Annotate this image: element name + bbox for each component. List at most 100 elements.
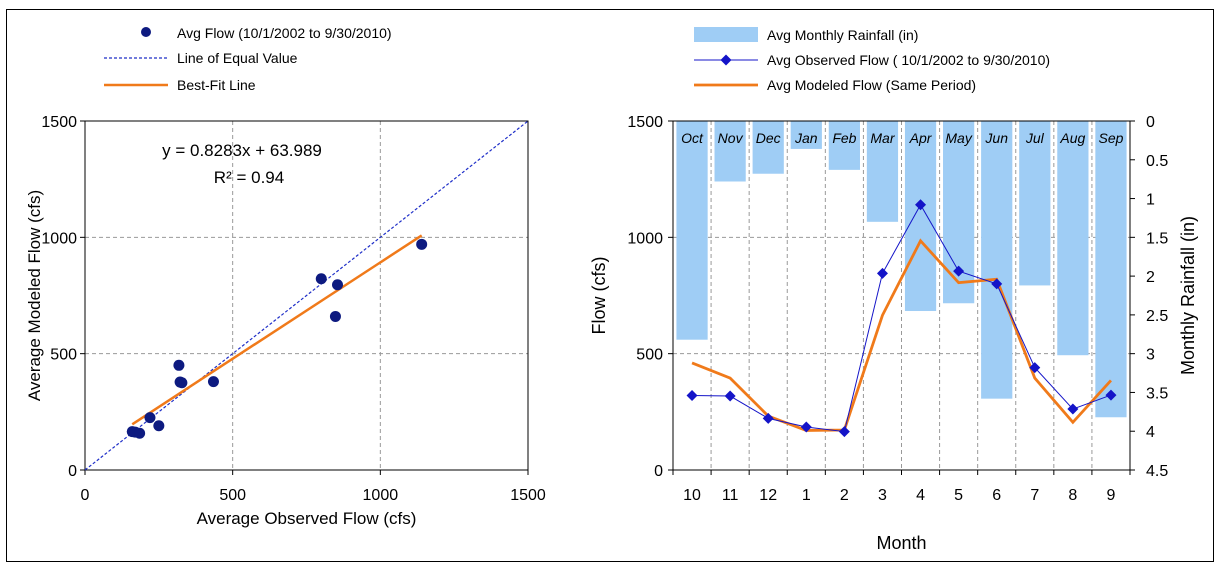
y2-tick-label: 1.5 (1146, 230, 1168, 247)
x-tick-label: 1000 (363, 487, 399, 504)
month-label: Oct (681, 130, 704, 146)
y2-tick-label: 1 (1146, 192, 1155, 209)
month-label: Aug (1059, 130, 1085, 146)
r-squared-label: R² = 0.94 (214, 168, 284, 187)
y-tick-label: 1000 (41, 230, 77, 247)
y-tick-label: 0 (68, 463, 77, 480)
x-axis-title: Month (876, 533, 926, 553)
legend-dot-symbol (141, 27, 151, 37)
x-tick-label: 3 (878, 487, 887, 504)
observed-flow-point (686, 390, 698, 402)
x-tick-label: 12 (759, 487, 777, 504)
observed-flow-point (800, 421, 812, 433)
best-fit-line (131, 234, 423, 426)
rainfall-bar (752, 121, 784, 174)
observed-flow-point (1105, 389, 1117, 401)
legend-label: Avg Modeled Flow (Same Period) (767, 77, 976, 93)
observed-flow-point (762, 412, 774, 424)
observed-flow-line (692, 203, 1112, 433)
y-axis-title: Flow (cfs) (589, 257, 609, 335)
monthly-chart: Oct Nov Dec Jan Feb Mar Apr May Jun Jul Aug Sep0500… (589, 27, 1198, 553)
y2-tick-label: 4 (1146, 424, 1155, 441)
x-tick-label: 8 (1068, 487, 1077, 504)
y2-tick-label: 3.5 (1146, 385, 1168, 402)
month-label: Nov (718, 130, 744, 146)
rainfall-bar (676, 121, 708, 340)
data-point (176, 377, 188, 389)
legend-label: Avg Observed Flow ( 10/1/2002 to 9/30/20… (767, 52, 1050, 68)
observed-flow-point (953, 265, 965, 277)
x-tick-label: 500 (219, 487, 246, 504)
data-point (173, 359, 185, 371)
x-tick-label: 0 (81, 487, 90, 504)
y-tick-label: 1500 (41, 114, 77, 131)
data-point (144, 412, 156, 424)
data-point (416, 238, 428, 250)
y-tick-label: 1500 (627, 114, 663, 131)
y2-axis-title: Monthly Rainfall (in) (1178, 216, 1198, 375)
x-tick-label: 5 (954, 487, 963, 504)
x-tick-label: 9 (1107, 487, 1116, 504)
y2-tick-label: 0 (1146, 114, 1155, 131)
trendline-equation: y = 0.8283x + 63.989 (162, 141, 322, 160)
legend-label: Avg Flow (10/1/2002 to 9/30/2010) (177, 25, 392, 41)
scatter-chart: 0 500 1000 1500 0 500 1000 1500 Average Observed… (25, 25, 546, 528)
x-tick-label: 2 (840, 487, 849, 504)
scatter-legend: Avg Flow (10/1/2002 to 9/30/2010) Line of… (104, 25, 392, 93)
x-tick-label: 1 (802, 487, 811, 504)
y-tick-label: 500 (50, 347, 77, 364)
y-tick-label: 500 (636, 347, 663, 364)
month-label: Jun (984, 130, 1008, 146)
data-point (153, 420, 165, 432)
month-label: Apr (909, 130, 933, 146)
observed-flow-point (991, 278, 1003, 290)
rainfall-bar (904, 121, 937, 312)
data-point (332, 279, 344, 291)
y2-tick-label: 2 (1146, 269, 1155, 286)
observed-flow-point (1067, 403, 1079, 415)
data-point (207, 376, 219, 388)
x-tick-label: 7 (1030, 487, 1039, 504)
rainfall-bar (981, 121, 1013, 399)
observed-flow-point (838, 426, 850, 438)
x-tick-label: 10 (683, 487, 701, 504)
rainfall-bar (1057, 121, 1089, 356)
y-tick-label: 0 (654, 463, 663, 480)
rainfall-bar (1095, 121, 1127, 418)
month-label: Dec (756, 130, 781, 146)
x-tick-label: 4 (916, 487, 925, 504)
month-label: Jan (794, 130, 818, 146)
legend-label: Line of Equal Value (177, 50, 298, 66)
y2-tick-label: 0.5 (1146, 153, 1168, 170)
legend-label: Best-Fit Line (177, 77, 256, 93)
legend-label: Avg Monthly Rainfall (in) (767, 27, 918, 43)
rainfall-bar (1019, 121, 1051, 286)
observed-flow-point (724, 390, 736, 402)
x-tick-label: 11 (722, 487, 739, 504)
observed-flow-point (915, 199, 927, 211)
x-axis-title: Average Observed Flow (cfs) (197, 509, 417, 528)
modeled-flow-line (691, 238, 1112, 432)
y2-tick-label: 2.5 (1146, 308, 1168, 325)
observed-flow-point (876, 267, 888, 279)
data-point (315, 273, 327, 285)
data-point (134, 427, 146, 439)
month-label: Sep (1098, 130, 1123, 146)
month-label: May (945, 130, 972, 146)
legend-bar-symbol (694, 27, 758, 42)
y-axis-title: Average Modeled Flow (cfs) (25, 190, 44, 401)
y2-tick-label: 4.5 (1146, 463, 1168, 480)
monthly-legend: Avg Monthly Rainfall (in) Avg Observed Fl… (694, 27, 1050, 93)
month-label: Mar (870, 130, 895, 146)
rainfall-bar (714, 121, 746, 182)
figure-frame (6, 9, 1214, 562)
y2-tick-label: 3 (1146, 347, 1155, 364)
month-label: Jul (1025, 130, 1045, 146)
x-tick-label: 1500 (510, 487, 546, 504)
rainfall-bar (866, 121, 899, 222)
equal-value-line (84, 120, 529, 471)
x-tick-label: 6 (992, 487, 1001, 504)
observed-flow-point (1029, 362, 1041, 374)
